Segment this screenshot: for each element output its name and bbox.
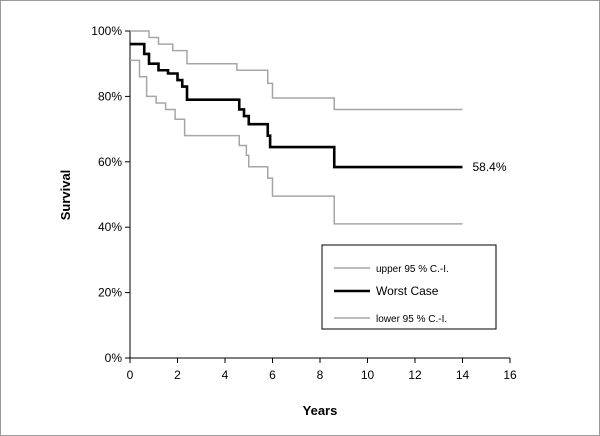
y-tick-label: 80% bbox=[98, 89, 122, 103]
x-tick-label: 2 bbox=[174, 368, 181, 382]
x-tick-label: 6 bbox=[269, 368, 276, 382]
legend-label: upper 95 % C.-I. bbox=[376, 264, 449, 275]
x-axis-title: Years bbox=[303, 403, 338, 418]
x-tick-label: 8 bbox=[317, 368, 324, 382]
legend-label: lower 95 % C.-I. bbox=[376, 314, 447, 325]
legend-label: Worst Case bbox=[376, 284, 439, 298]
x-tick-label: 14 bbox=[456, 368, 470, 382]
y-tick-label: 100% bbox=[91, 24, 122, 38]
series-line-worst-case bbox=[130, 42, 463, 169]
series-layer bbox=[130, 30, 463, 225]
y-tick-label: 20% bbox=[98, 286, 122, 300]
x-tick-label: 12 bbox=[408, 368, 422, 382]
x-tick-label: 4 bbox=[222, 368, 229, 382]
x-tick-label: 16 bbox=[503, 368, 517, 382]
y-tick-label: 40% bbox=[98, 220, 122, 234]
legend-box bbox=[321, 244, 497, 330]
series-line-upper-95-c-i bbox=[130, 30, 463, 111]
y-tick-label: 60% bbox=[98, 155, 122, 169]
legend: upper 95 % C.-I. Worst Case lower 95 % C.-… bbox=[321, 244, 497, 330]
x-tick-label: 0 bbox=[127, 368, 134, 382]
y-tick-label: 0% bbox=[105, 351, 123, 365]
ticks: 0 2 4 6 8 10 12 14 16 0% 20% 40% 60% 80% 100% bbox=[91, 24, 517, 382]
x-tick-label: 10 bbox=[361, 368, 375, 382]
y-axis-title: Survival bbox=[58, 170, 73, 221]
final-value-label: 58.4% bbox=[473, 160, 507, 174]
series-line-lower-95-c-i bbox=[130, 59, 463, 225]
